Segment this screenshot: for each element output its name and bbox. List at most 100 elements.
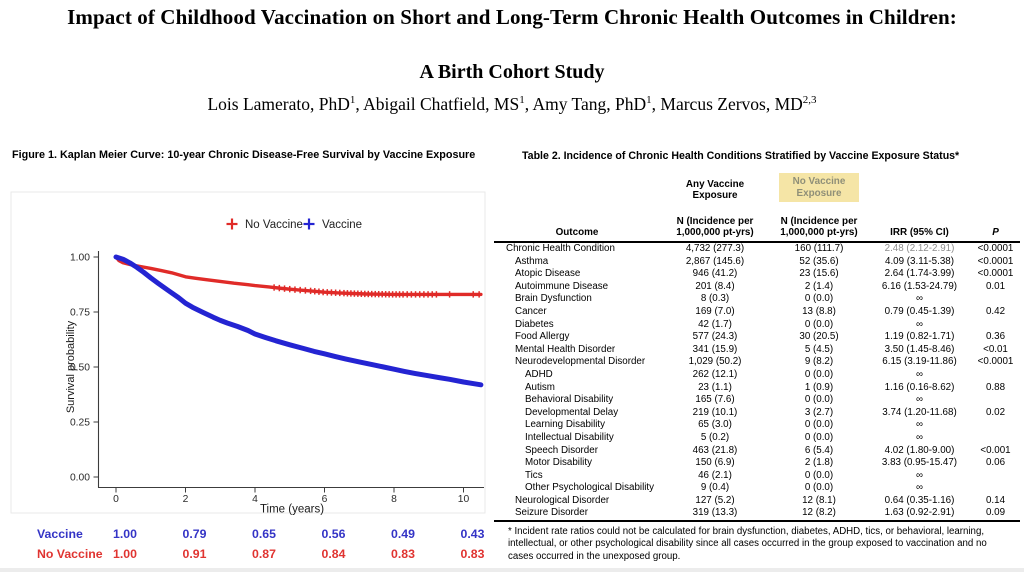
author-affiliation-sup: 1 <box>349 94 356 107</box>
n-no-cell: 0 (0.0) <box>804 469 834 481</box>
n-no-cell: 6 (5.4) <box>804 444 834 456</box>
risk-value: 0.49 <box>391 527 415 541</box>
p-cell: 0.36 <box>985 331 1006 343</box>
irr-cell: 4.02 (1.80-9.00) <box>884 444 955 456</box>
outcome-cell: Autism <box>525 381 555 393</box>
table-title: Table 2. Incidence of Chronic Health Con… <box>522 150 960 162</box>
n-any-cell: 341 (15.9) <box>692 343 738 355</box>
n-any-cell: 5 (0.2) <box>700 431 730 443</box>
irr-cell: ∞ <box>916 419 923 431</box>
table-row: Cancer 169 (7.0) 13 (8.8) 0.79 (0.45-1.39) 0… <box>494 306 1020 319</box>
outcome-cell: Brain Dysfunction <box>515 293 592 305</box>
col-header-outcome: Outcome <box>494 207 660 243</box>
legend-label: No Vaccine <box>245 219 303 231</box>
n-any-cell: 201 (8.4) <box>695 280 735 292</box>
incidence-table-section: Table 2. Incidence of Chronic Health Con… <box>494 150 1024 563</box>
n-no-cell: 160 (111.7) <box>794 243 844 254</box>
outcome-cell: Intellectual Disability <box>525 431 614 443</box>
n-no-cell: 2 (1.8) <box>804 457 834 469</box>
group-header-row: Any Vaccine Exposure No Vaccine Exposure <box>494 168 1020 207</box>
y-tick-label: 0.00 <box>70 473 90 484</box>
table-row: Autoimmune Disease 201 (8.4) 2 (1.4) 6.16 (… <box>494 281 1020 294</box>
p-cell: 0.06 <box>985 457 1006 469</box>
risk-value: 0.84 <box>322 547 346 561</box>
irr-cell: 3.74 (1.20-11.68) <box>882 406 957 418</box>
col-header-n-any: N (Incidence per 1,000,000 pt-yrs) <box>660 207 770 243</box>
irr-cell: 0.64 (0.35-1.16) <box>884 494 955 506</box>
irr-cell: 3.83 (0.95-15.47) <box>881 457 958 469</box>
irr-cell: 4.09 (3.11-5.38) <box>885 255 954 267</box>
outcome-cell: Behavioral Disability <box>525 394 614 406</box>
outcome-cell: Learning Disability <box>525 419 606 431</box>
p-cell: 0.02 <box>985 406 1006 418</box>
n-any-cell: 8 (0.3) <box>700 293 730 305</box>
y-tick-label: 0.75 <box>70 308 90 319</box>
outcome-cell: Asthma <box>515 255 549 267</box>
p-cell <box>971 293 1020 306</box>
n-no-cell: 52 (35.6) <box>799 255 839 267</box>
risk-value: 0.56 <box>322 527 346 541</box>
any-vaccine-exposure-label: Any Vaccine Exposure <box>685 178 745 202</box>
group-header-any-vaccine: Any Vaccine Exposure <box>660 168 770 207</box>
incidence-table: Any Vaccine Exposure No Vaccine Exposure… <box>494 168 1020 523</box>
outcome-cell: Motor Disability <box>525 457 592 469</box>
table-row: Mental Health Disorder 341 (15.9) 5 (4.5) 3… <box>494 344 1020 357</box>
outcome-cell: Cancer <box>515 305 547 317</box>
n-any-cell: 65 (3.0) <box>698 419 732 431</box>
km-curve-vaccine <box>113 254 484 388</box>
author-affiliation-sup: 1 <box>519 94 525 107</box>
irr-cell: ∞ <box>916 469 923 481</box>
x-tick-label: 0 <box>113 494 119 505</box>
n-any-cell: 2,867 (145.6) <box>685 255 745 267</box>
x-tick-label: 2 <box>183 494 189 505</box>
n-any-cell: 577 (24.3) <box>692 331 738 343</box>
n-no-cell: 0 (0.0) <box>804 293 834 305</box>
author-affiliation-sup: 1 <box>646 94 652 107</box>
n-any-cell: 169 (7.0) <box>695 305 735 317</box>
n-any-cell: 46 (2.1) <box>698 469 732 481</box>
group-header-no-vaccine: No Vaccine Exposure <box>770 168 868 207</box>
group-header-spacer <box>971 168 1020 207</box>
outcome-cell: Tics <box>525 469 543 481</box>
column-header-row: Outcome N (Incidence per 1,000,000 pt-yr… <box>494 207 1020 243</box>
table-row: Developmental Delay 219 (10.1) 3 (2.7) 3.74… <box>494 407 1020 420</box>
table-row: Asthma 2,867 (145.6) 52 (35.6) 4.09 (3.11-5… <box>494 256 1020 269</box>
n-no-cell: 30 (20.5) <box>799 331 839 343</box>
n-any-cell: 463 (21.8) <box>692 444 738 456</box>
y-tick-label: 0.25 <box>70 418 90 429</box>
irr-cell: 1.19 (0.82-1.71) <box>884 331 955 343</box>
y-tick-label: 1.00 <box>70 253 90 264</box>
outcome-cell: Atopic Disease <box>515 268 581 280</box>
author-affiliation-sup: 2,3 <box>802 94 817 107</box>
table-row: ADHD 262 (12.1) 0 (0.0) ∞ <box>494 369 1020 382</box>
outcome-cell: Speech Disorder <box>525 444 598 456</box>
p-cell <box>971 394 1020 407</box>
p-cell: <0.001 <box>980 444 1011 456</box>
risk-row-label: No Vaccine <box>37 547 103 561</box>
n-no-cell: 0 (0.0) <box>804 419 834 431</box>
group-header-spacer <box>868 168 971 207</box>
col-header-p: P <box>971 207 1020 243</box>
table-row: Atopic Disease 946 (41.2) 23 (15.6) 2.64 (1… <box>494 268 1020 281</box>
irr-cell: ∞ <box>916 394 923 406</box>
n-no-cell: 3 (2.7) <box>804 406 834 418</box>
p-cell: <0.0001 <box>977 268 1014 280</box>
n-any-cell: 9 (0.4) <box>700 482 730 494</box>
x-tick-label: 8 <box>391 494 397 505</box>
n-no-cell: 0 (0.0) <box>804 368 834 380</box>
outcome-cell: Diabetes <box>515 318 554 330</box>
irr-cell: 1.16 (0.16-8.62) <box>884 381 955 393</box>
n-no-cell: 0 (0.0) <box>804 482 834 494</box>
n-any-cell: 4,732 (277.3) <box>685 243 745 254</box>
n-any-cell: 165 (7.6) <box>695 394 735 406</box>
plot-panel-border <box>10 191 486 514</box>
group-header-spacer <box>494 168 660 207</box>
n-no-cell: 12 (8.1) <box>802 494 836 506</box>
table-row: Diabetes 42 (1.7) 0 (0.0) ∞ <box>494 319 1020 332</box>
outcome-cell: Autoimmune Disease <box>515 280 609 292</box>
risk-value: 0.91 <box>183 547 207 561</box>
irr-cell: 2.48 (2.12-2.91) <box>884 243 955 254</box>
table-row: Speech Disorder 463 (21.8) 6 (5.4) 4.02 (1.… <box>494 445 1020 458</box>
n-any-cell: 150 (6.9) <box>695 457 735 469</box>
p-cell: 0.01 <box>985 280 1006 292</box>
